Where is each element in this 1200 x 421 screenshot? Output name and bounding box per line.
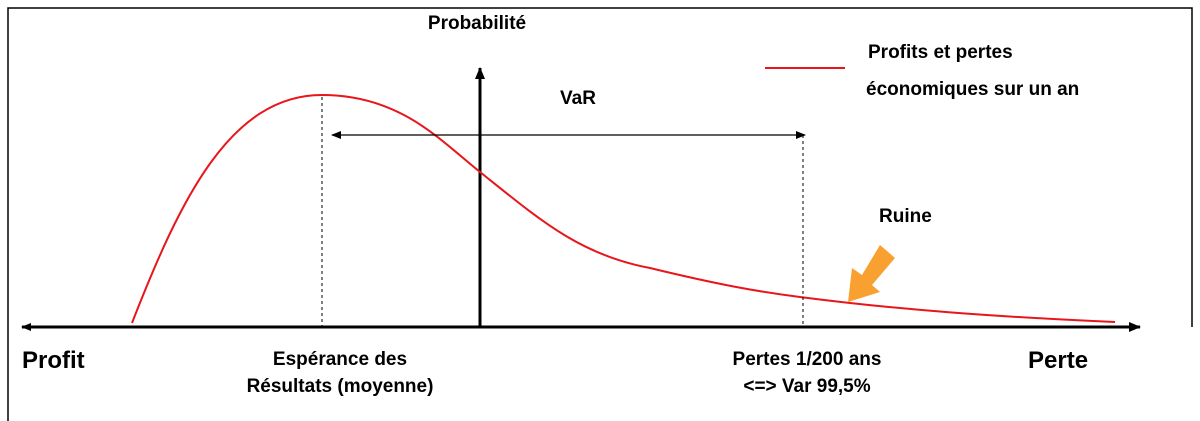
mean-label: Espérance des xyxy=(273,349,407,370)
mean-label: Résultats (moyenne) xyxy=(247,376,434,397)
ruin-label: Ruine xyxy=(879,206,932,227)
profit-label: Profit xyxy=(22,347,85,374)
loss-label: Perte xyxy=(1028,347,1088,374)
legend-text: Profits et pertes xyxy=(868,42,1013,63)
loss-quantile-label: Pertes 1/200 ans xyxy=(733,349,882,370)
frame xyxy=(7,7,1193,421)
y-axis-label: Probabilité xyxy=(428,13,526,34)
distribution-curve xyxy=(131,93,1116,324)
ruin-arrow xyxy=(848,245,895,302)
var-label: VaR xyxy=(560,88,596,109)
legend-text: économiques sur un an xyxy=(866,79,1079,100)
loss-quantile-label: <=> Var 99,5% xyxy=(743,376,870,397)
